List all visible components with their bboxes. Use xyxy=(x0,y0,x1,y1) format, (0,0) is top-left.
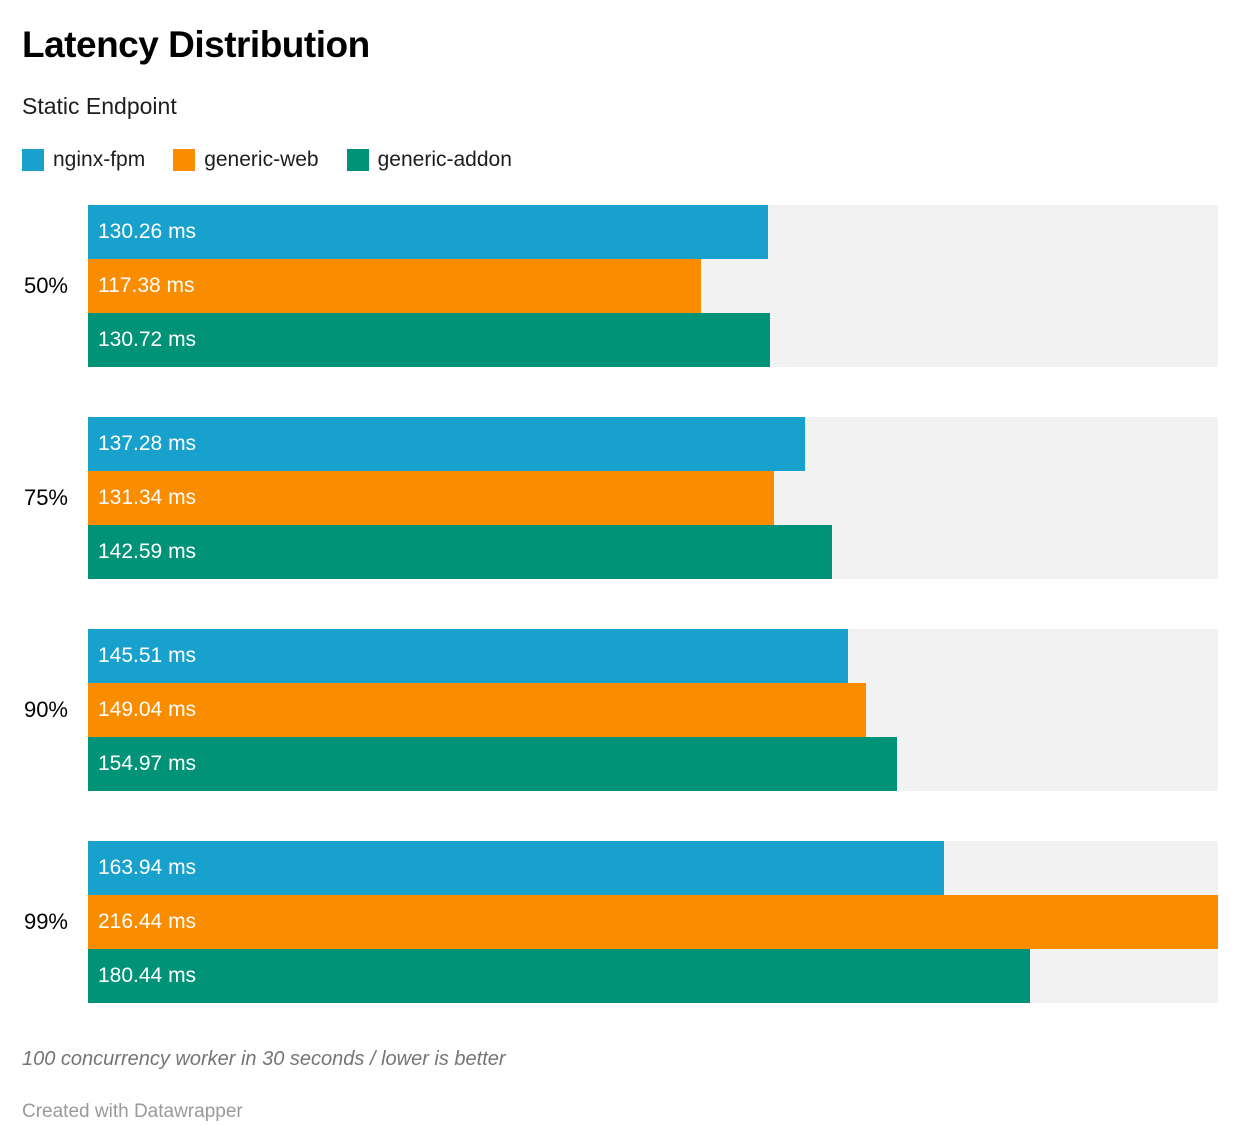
bar-nginx-fpm: 163.94 ms xyxy=(88,841,944,895)
bar-group-90%: 90% 145.51 ms 149.04 ms 154.97 ms xyxy=(22,629,1218,791)
bar-generic-web: 131.34 ms xyxy=(88,471,774,525)
datawrapper-attribution-link[interactable]: Created with Datawrapper xyxy=(22,1101,243,1122)
bar-value-label: 163.94 ms xyxy=(98,856,197,879)
bar-value-label: 130.26 ms xyxy=(98,220,197,243)
bar-track: 130.26 ms 117.38 ms 130.72 ms xyxy=(88,205,1218,367)
bar-value-label: 130.72 ms xyxy=(98,328,197,351)
category-label: 90% xyxy=(23,697,68,722)
bar-value-label: 145.51 ms xyxy=(98,644,197,667)
bar-nginx-fpm: 145.51 ms xyxy=(88,629,848,683)
chart-footnote: 100 concurrency worker in 30 seconds / l… xyxy=(22,1048,506,1070)
legend-item-nginx-fpm: nginx-fpm xyxy=(22,148,145,172)
bar-value-label: 154.97 ms xyxy=(98,752,197,775)
legend-item-generic-addon: generic-addon xyxy=(346,148,512,172)
bar-value-label: 142.59 ms xyxy=(98,540,197,563)
legend-label: nginx-fpm xyxy=(53,148,146,171)
bar-generic-web: 149.04 ms xyxy=(88,683,867,737)
legend-label: generic-addon xyxy=(377,148,512,171)
bar-generic-web: 216.44 ms xyxy=(88,895,1218,949)
legend-swatch-generic-web xyxy=(173,149,196,171)
legend-swatch-nginx-fpm xyxy=(22,149,44,171)
bar-generic-web: 117.38 ms xyxy=(88,259,701,313)
legend: nginx-fpm generic-web generic-addon xyxy=(22,148,1218,172)
chart-subtitle: Static Endpoint xyxy=(22,93,177,119)
bar-generic-addon: 154.97 ms xyxy=(88,737,898,791)
bar-value-label: 149.04 ms xyxy=(98,698,197,721)
chart-title: Latency Distribution xyxy=(22,24,370,65)
bar-generic-addon: 142.59 ms xyxy=(88,525,833,579)
bar-value-label: 131.34 ms xyxy=(98,486,197,509)
bar-track: 145.51 ms 149.04 ms 154.97 ms xyxy=(88,629,1218,791)
bar-track: 137.28 ms 131.34 ms 142.59 ms xyxy=(88,417,1218,579)
bar-group-99%: 99% 163.94 ms 216.44 ms 180.44 ms xyxy=(22,841,1218,1003)
category-label: 75% xyxy=(23,485,68,510)
legend-label: generic-web xyxy=(204,148,319,171)
legend-item-generic-web: generic-web xyxy=(173,148,319,172)
bar-group-75%: 75% 137.28 ms 131.34 ms 142.59 ms xyxy=(22,417,1218,579)
bar-value-label: 216.44 ms xyxy=(98,910,197,933)
bar-nginx-fpm: 130.26 ms xyxy=(88,205,769,259)
category-label: 99% xyxy=(23,909,68,934)
bar-track: 163.94 ms 216.44 ms 180.44 ms xyxy=(88,841,1218,1003)
bar-value-label: 137.28 ms xyxy=(98,432,197,455)
bar-generic-addon: 180.44 ms xyxy=(88,949,1031,1003)
category-label: 50% xyxy=(23,273,68,298)
legend-swatch-generic-addon xyxy=(346,149,369,171)
bar-group-50%: 50% 130.26 ms 117.38 ms 130.72 ms xyxy=(22,205,1218,367)
bar-value-label: 117.38 ms xyxy=(98,274,195,297)
bar-nginx-fpm: 137.28 ms xyxy=(88,417,805,471)
bar-value-label: 180.44 ms xyxy=(98,964,197,987)
bar-generic-addon: 130.72 ms xyxy=(88,313,771,367)
bar-chart: 50% 130.26 ms 117.38 ms 130.72 ms 75% 137.28 … xyxy=(22,205,1218,1003)
